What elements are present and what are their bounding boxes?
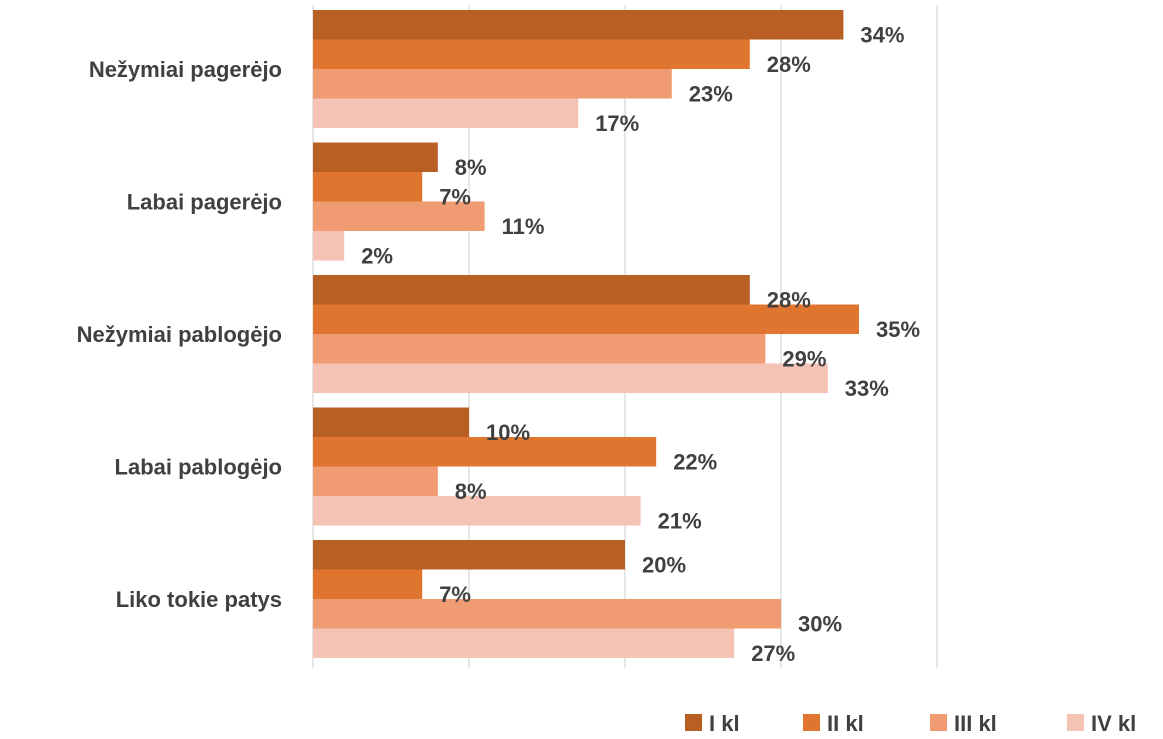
bar — [313, 304, 859, 334]
bar — [313, 69, 672, 99]
bar — [313, 569, 423, 599]
bar — [313, 98, 579, 128]
category-label: Liko tokie patys — [116, 587, 282, 612]
data-label: 28% — [767, 52, 811, 77]
bar — [313, 407, 469, 437]
data-label: 23% — [689, 82, 733, 107]
bar — [313, 201, 485, 231]
data-label: 8% — [455, 479, 487, 504]
bar — [313, 10, 844, 40]
data-label: 10% — [486, 420, 530, 445]
bar — [313, 334, 766, 364]
legend-label: III kl — [954, 711, 997, 736]
bar — [313, 172, 423, 202]
data-label: 8% — [455, 155, 487, 180]
data-label: 29% — [782, 347, 826, 372]
bar — [313, 599, 781, 629]
data-label: 22% — [673, 450, 717, 475]
data-label: 34% — [860, 23, 904, 48]
data-label: 20% — [642, 553, 686, 578]
data-label: 28% — [767, 288, 811, 313]
data-label: 7% — [439, 582, 471, 607]
legend-label: II kl — [827, 711, 864, 736]
bar — [313, 142, 438, 172]
data-labels: 34% 28% 23% 17% 8% 7% 11% 2% 28% 35% 29% 33% 10% 22% 8… — [361, 23, 920, 667]
category-label: Nežymiai pablogėjo — [77, 322, 282, 347]
data-label: 17% — [595, 111, 639, 136]
data-label: 21% — [658, 509, 702, 534]
category-label: Nežymiai pagerėjo — [89, 57, 282, 82]
bar — [313, 275, 750, 305]
data-label: 7% — [439, 185, 471, 210]
bar — [313, 540, 625, 570]
data-label: 33% — [845, 376, 889, 401]
bar — [313, 496, 641, 526]
bar — [313, 437, 657, 467]
bars — [313, 10, 859, 658]
category-label: Labai pablogėjo — [115, 455, 282, 480]
legend-swatch — [803, 714, 820, 731]
data-label: 35% — [876, 317, 920, 342]
category-label: Labai pagerėjo — [127, 190, 282, 215]
bar — [313, 231, 345, 261]
legend-label: I kl — [709, 711, 740, 736]
legend-swatch — [930, 714, 947, 731]
legend-swatch — [685, 714, 702, 731]
bar — [313, 466, 438, 496]
data-label: 2% — [361, 244, 393, 269]
category-labels: Nežymiai pagerėjo Labai pagerėjo Nežymiai … — [77, 57, 282, 612]
bar — [313, 363, 828, 393]
data-label: 30% — [798, 612, 842, 637]
legend: I kl II kl III kl IV kl — [685, 711, 1136, 736]
bar — [313, 628, 735, 658]
legend-label: IV kl — [1091, 711, 1136, 736]
data-label: 27% — [751, 641, 795, 666]
data-label: 11% — [502, 214, 545, 239]
legend-swatch — [1067, 714, 1084, 731]
bar — [313, 39, 750, 69]
